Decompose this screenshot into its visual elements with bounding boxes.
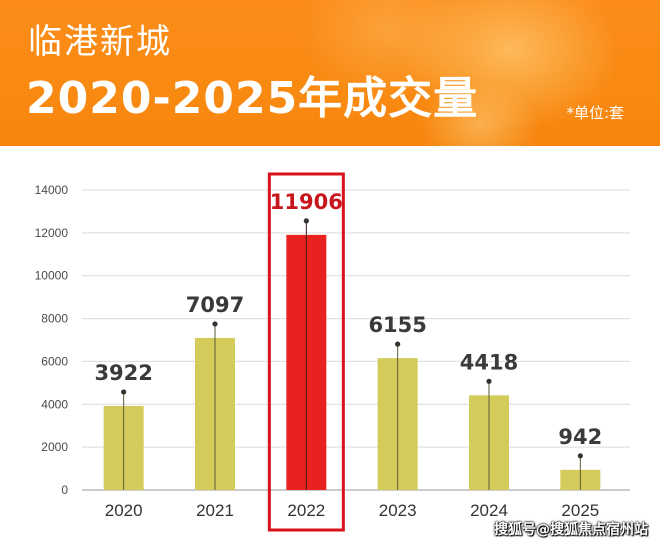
data-label: 3922 (94, 361, 152, 385)
y-tick-label: 2000 (41, 440, 68, 454)
x-tick-label: 2023 (379, 501, 417, 520)
y-tick-label: 14000 (35, 183, 69, 197)
y-tick-label: 6000 (41, 354, 68, 368)
x-tick-label: 2020 (105, 501, 143, 520)
x-tick-label: 2022 (287, 501, 325, 520)
bar-whisker-dot (212, 321, 218, 327)
bar-whisker-dot (395, 341, 401, 347)
y-tick-label: 10000 (35, 269, 69, 283)
x-tick-label: 2024 (470, 501, 508, 520)
bar-whisker-dot (121, 389, 127, 395)
y-tick-label: 0 (61, 483, 68, 497)
unit-note: *单位:套 (566, 104, 624, 122)
watermark: 搜狐号@搜狐焦点宿州站 (494, 522, 648, 538)
data-labels: 3922 7097 11906 6155 4418 942 (94, 172, 602, 532)
x-axis: 2020 2021 2022 2023 2024 2025 (105, 501, 599, 520)
y-tick-label: 8000 (41, 312, 68, 326)
header-banner: 临港新城 2020-2025年成交量 *单位:套 (0, 0, 660, 146)
data-label: 11906 (270, 190, 343, 214)
x-tick-label: 2021 (196, 501, 234, 520)
bars (103, 218, 601, 490)
page-title: 临港新城 (28, 22, 172, 62)
data-label: 6155 (368, 313, 426, 337)
bar-whisker-dot (486, 378, 492, 384)
x-tick-label: 2025 (561, 501, 599, 520)
y-tick-label: 4000 (41, 397, 68, 411)
data-label: 942 (558, 425, 602, 449)
banner-glow (420, 80, 540, 146)
highlight-frame (267, 172, 345, 532)
bar-whisker-dot (303, 218, 309, 224)
data-label: 4418 (460, 350, 518, 374)
data-label: 7097 (186, 293, 244, 317)
bar-chart: 0 2000 4000 6000 8000 10000 12000 14000 3922 709… (35, 172, 630, 532)
y-axis: 0 2000 4000 6000 8000 10000 12000 14000 (35, 183, 69, 497)
page-subtitle: 2020-2025年成交量 (26, 73, 479, 124)
y-tick-label: 12000 (35, 226, 69, 240)
bar-whisker-dot (577, 453, 583, 459)
grid-layer (82, 189, 630, 491)
